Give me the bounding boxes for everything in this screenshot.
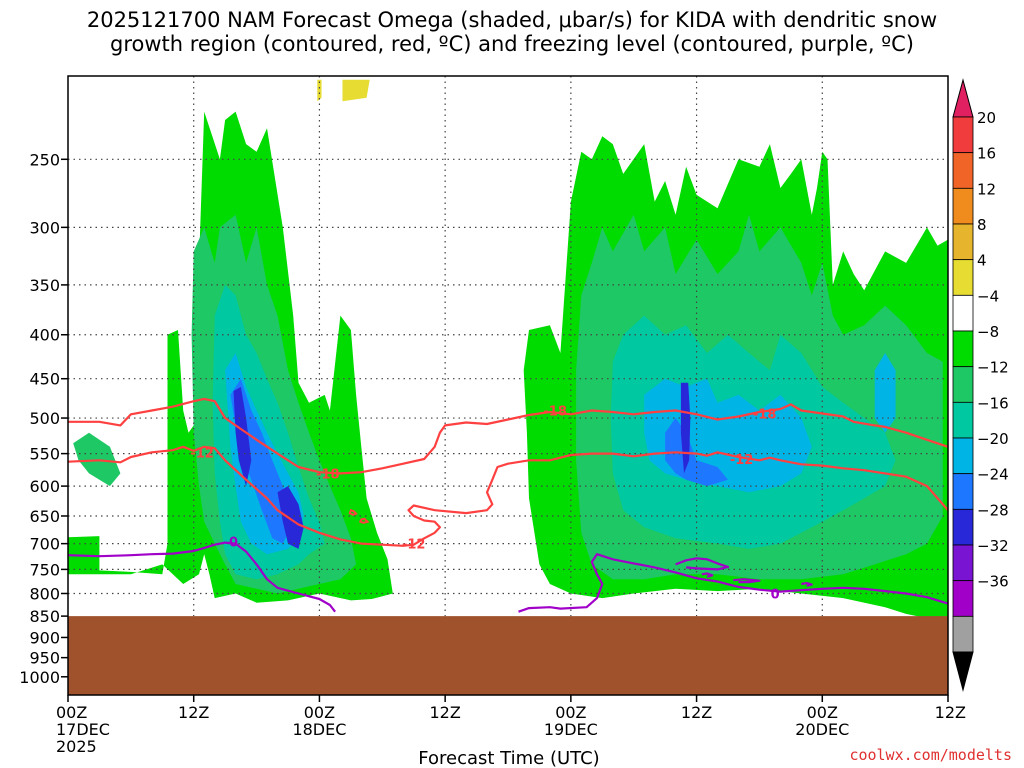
freezing-contour-1 (518, 553, 949, 613)
y-tick-label-400: 400 (29, 326, 60, 345)
x-tick-label-72-0: 00Z (807, 703, 838, 722)
freezing-contour-5 (801, 581, 813, 587)
freezing-contour-4 (733, 578, 761, 584)
colorbar-label-9: −20 (977, 430, 1009, 448)
colorbar-segment-3 (952, 223, 974, 261)
ground-fill (68, 616, 948, 695)
dgz-contour-label-5: -12 (730, 453, 754, 468)
x-axis-label: Forecast Time (UTC) (418, 748, 599, 768)
colorbar-segment-10 (952, 473, 974, 510)
y-tick-label-500: 500 (29, 409, 60, 428)
x-tick-label-0-2: 2025 (56, 737, 97, 756)
x-tick-label-48-0: 00Z (555, 703, 586, 722)
x-tick-label-0-0: 00Z (56, 703, 87, 722)
y-tick-label-950: 950 (29, 649, 60, 668)
omega-region-11 (665, 418, 728, 487)
y-tick-label-250: 250 (29, 150, 60, 169)
y-tick-label-650: 650 (29, 507, 60, 526)
colorbar-label-13: −36 (977, 573, 1009, 591)
x-tick-label-24-0: 00Z (304, 703, 335, 722)
colorbar-segment-4 (952, 259, 974, 296)
colorbar-label-12: −32 (977, 537, 1009, 555)
y-tick-label-700: 700 (29, 535, 60, 554)
gridlines (68, 76, 948, 617)
colorbar-segment-9 (952, 437, 974, 475)
y-tick-label-900: 900 (29, 628, 60, 647)
colorbar: 20 16 12 8 4 −4 −8 −12 −16 −20 −24 −28 −32 −36 (952, 78, 1009, 692)
colorbar-label-8: −16 (977, 394, 1009, 412)
dgz-contour-label-4: -12 (402, 538, 426, 553)
credit-text: coolwx.com/modelts (849, 746, 1012, 764)
colorbar-segment-2 (952, 187, 974, 225)
contours: -18 -18 -18 -12 -12 -12 0 0 (67, 397, 949, 613)
dgz-contour-label-1: -18 (543, 405, 567, 420)
plot-frame (67, 75, 949, 696)
x-tick-label-24-1: 18DEC (292, 720, 346, 739)
plot-border (67, 75, 949, 696)
colorbar-label-3: 8 (977, 216, 987, 234)
y-tick-label-850: 850 (29, 607, 60, 626)
y-tick-label-450: 450 (29, 370, 60, 389)
colorbar-label-7: −12 (977, 359, 1009, 377)
x-tick-label-72-1: 20DEC (795, 720, 849, 739)
dgz-contour-label-2: -18 (753, 408, 777, 423)
freezing-contour-0 (67, 541, 336, 613)
colorbar-segment-1 (952, 152, 974, 189)
colorbar-label-4: 4 (977, 252, 987, 270)
chart-title-line-1: 2025121700 NAM Forecast Omega (shaded, μ… (87, 8, 937, 32)
freezing-contour-label-1: 0 (771, 587, 780, 602)
colorbar-label-0: 20 (977, 109, 996, 127)
omega-shading (68, 79, 948, 621)
colorbar-bottom-arrow (952, 651, 974, 692)
dgz-contour-3 (67, 445, 949, 547)
omega-region-12 (233, 386, 252, 487)
omega-region-16 (342, 79, 370, 102)
dgz-contour-0 (68, 397, 949, 475)
colorbar-label-10: −24 (977, 466, 1009, 484)
chart-title-line-2: growth region (contoured, red, ºC) and f… (110, 32, 914, 56)
freezing-contour-label-0: 0 (229, 536, 238, 551)
colorbar-label-5: −4 (977, 287, 999, 305)
y-tick-label-750: 750 (29, 560, 60, 579)
colorbar-segment-14 (952, 615, 974, 653)
dgz-small-contour-0 (348, 508, 358, 516)
omega-region-15 (317, 79, 322, 102)
omega-region-9 (874, 353, 896, 433)
ground-rect (68, 616, 948, 695)
omega-region-14 (680, 382, 691, 474)
colorbar-segment-5 (952, 294, 974, 332)
colorbar-segment-11 (952, 508, 974, 546)
freezing-contour-3 (701, 572, 714, 578)
colorbar-top-arrow (952, 78, 974, 118)
y-tick-label-1000: 1000 (19, 668, 60, 687)
colorbar-label-2: 12 (977, 180, 996, 198)
axis-ticks: 250 300 350 400 450 500 550 600 650 700 750 800 850 9… (19, 150, 966, 756)
dgz-small-contour-1 (358, 517, 370, 524)
y-tick-label-600: 600 (29, 477, 60, 496)
x-tick-label-60-0: 12Z (681, 703, 712, 722)
colorbar-segment-8 (952, 401, 974, 439)
colorbar-label-6: −8 (977, 323, 999, 341)
y-tick-label-800: 800 (29, 584, 60, 603)
x-tick-label-84-0: 12Z (935, 703, 966, 722)
colorbar-segment-0 (952, 116, 974, 154)
y-tick-label-550: 550 (29, 445, 60, 464)
x-tick-label-12-0: 12Z (178, 703, 209, 722)
colorbar-segment-7 (952, 366, 974, 403)
colorbar-segment-13 (952, 580, 974, 617)
y-tick-label-350: 350 (29, 276, 60, 295)
dgz-contour-label-3: -12 (190, 446, 214, 461)
y-tick-label-300: 300 (29, 218, 60, 237)
dgz-contour-label-0: -18 (316, 467, 340, 482)
x-tick-label-36-0: 12Z (429, 703, 460, 722)
freezing-contour-2 (675, 557, 730, 571)
x-tick-label-48-1: 19DEC (544, 720, 598, 739)
colorbar-segment-6 (952, 330, 974, 368)
colorbar-label-11: −28 (977, 501, 1009, 519)
x-tick-label-0-1: 17DEC (56, 720, 110, 739)
colorbar-segment-12 (952, 544, 974, 582)
omega-region-13 (277, 486, 304, 549)
colorbar-label-1: 16 (977, 145, 996, 163)
